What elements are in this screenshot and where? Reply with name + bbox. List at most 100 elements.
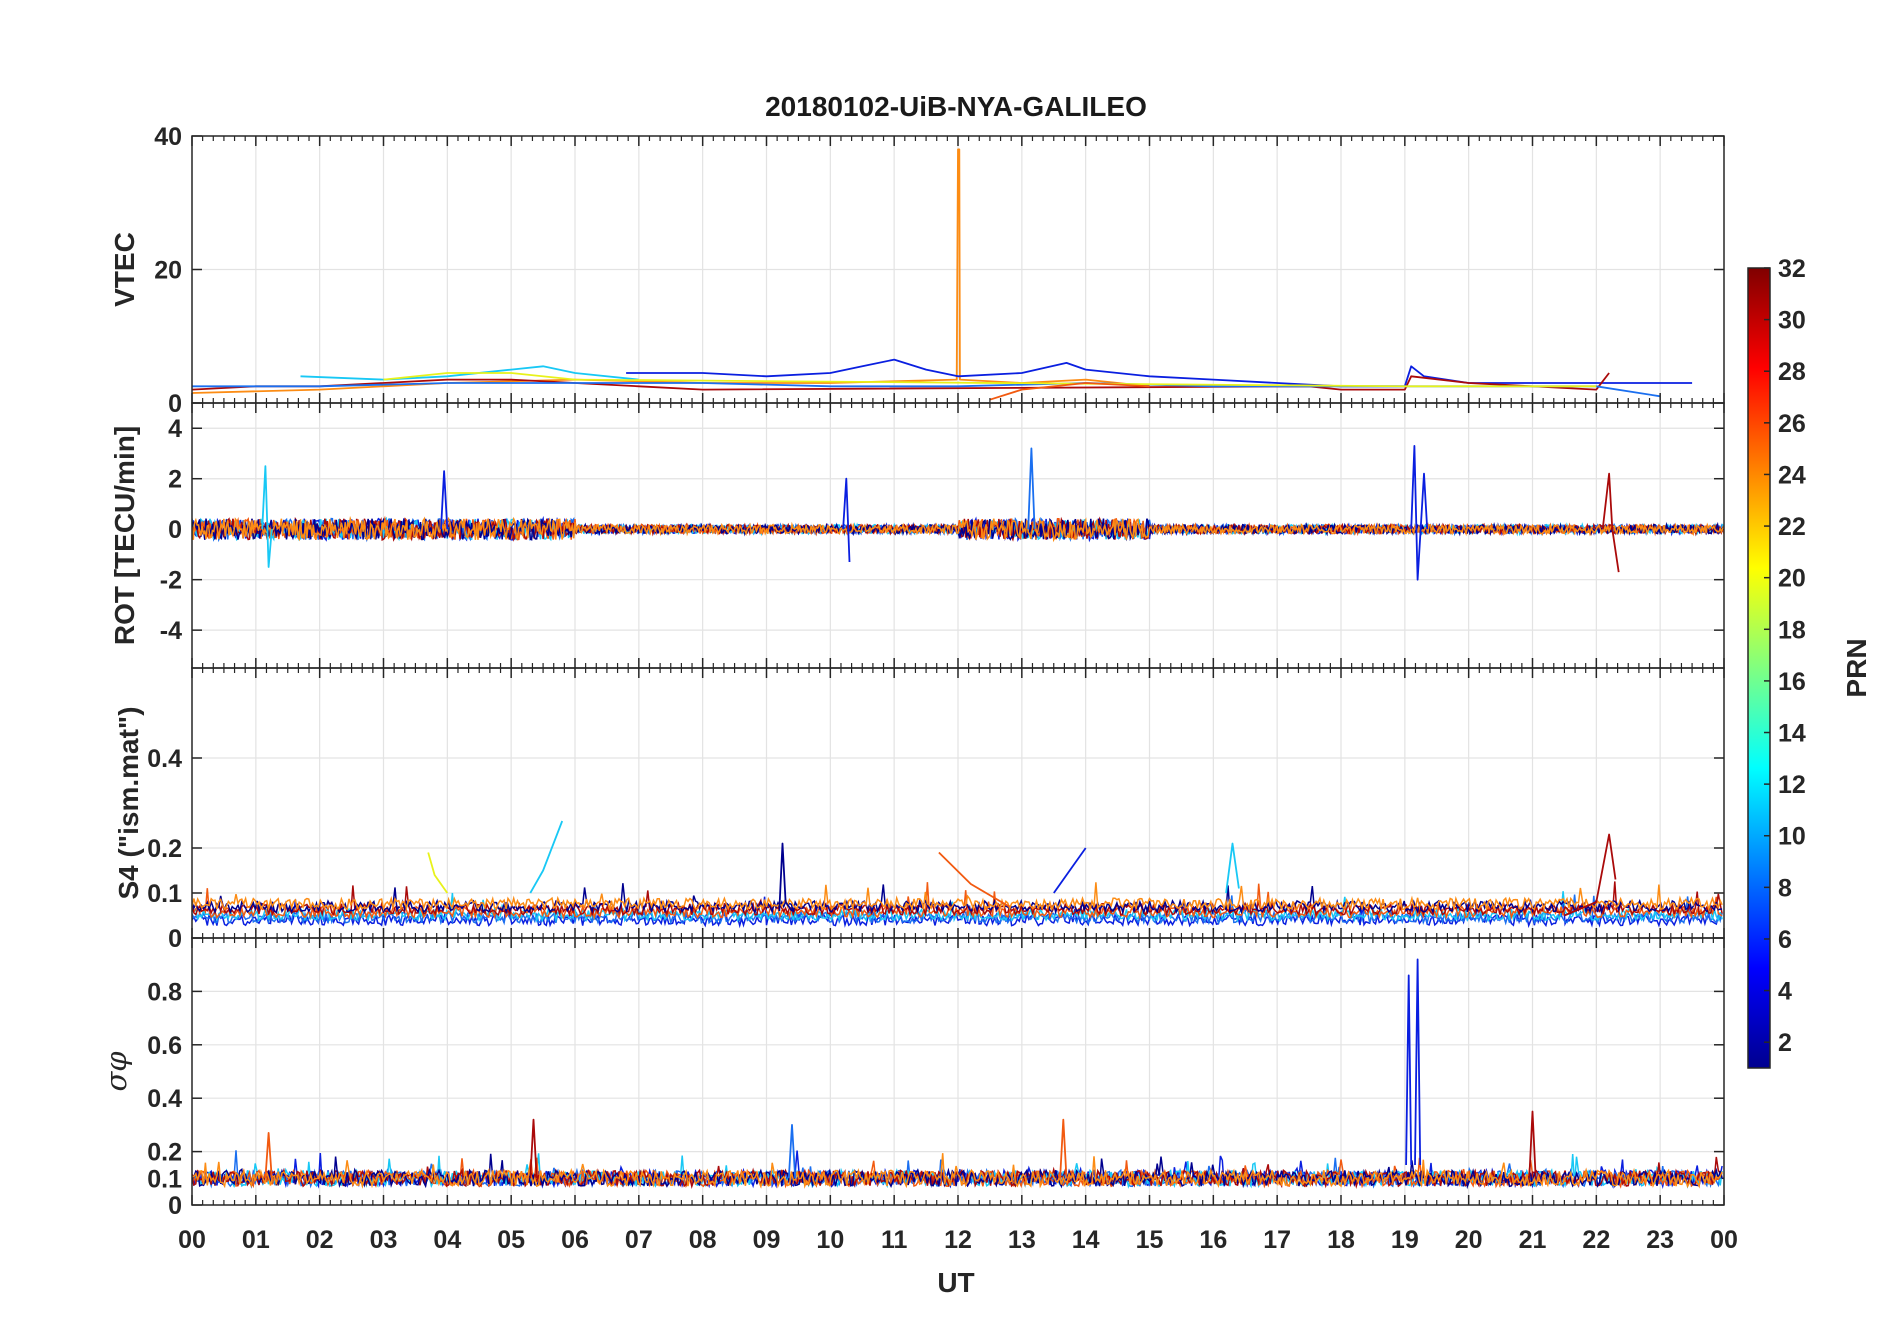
series-line: [1601, 472, 1620, 573]
series-line: [1027, 447, 1036, 530]
colorbar-tick-label: 14: [1778, 720, 1806, 748]
series-line: [264, 1132, 273, 1179]
panel-frame: [191, 937, 1725, 1206]
data-lines: [192, 958, 1723, 1190]
colorbar-tick-label: 8: [1778, 874, 1792, 902]
x-tick-label: 23: [1646, 1226, 1674, 1254]
panel-vtec: 0 20 40 VTEC: [109, 123, 1725, 418]
x-tick-label: 22: [1582, 1226, 1610, 1254]
y-tick-label: -4: [160, 617, 182, 645]
colorbar-tick-label: 2: [1778, 1029, 1792, 1057]
x-tick-label: 06: [561, 1226, 589, 1254]
data-lines: [192, 820, 1723, 929]
x-tick-label: 05: [497, 1226, 525, 1254]
y-tick-label: 0.2: [147, 1139, 182, 1167]
y-axis-label: S4 ("ism.mat"): [113, 706, 144, 899]
x-tick-label: 13: [1008, 1226, 1036, 1254]
series-line: [529, 1118, 538, 1179]
colorbar-tick-label: 10: [1778, 823, 1806, 851]
colorbar-tick-label: 20: [1778, 565, 1806, 593]
series-line: [1053, 847, 1087, 894]
y-tick-label: 20: [154, 257, 182, 285]
y-tick-label: 0.4: [147, 745, 182, 773]
x-tick-label: 07: [625, 1226, 653, 1254]
x-tick-label: 16: [1199, 1226, 1227, 1254]
data-lines: [192, 445, 1724, 581]
series-line: [1528, 1110, 1537, 1179]
colorbar-label: PRN: [1841, 638, 1872, 697]
series-line: [989, 382, 1150, 401]
colorbar-tick-label: 18: [1778, 616, 1806, 644]
x-tick-label: 02: [306, 1226, 334, 1254]
x-tick-label: 14: [1072, 1226, 1100, 1254]
x-tick-label: 00: [178, 1226, 206, 1254]
panel-rot: -4 -2 0 2 4 ROT [TECU/min]: [109, 402, 1725, 669]
panel-sigma-phi: 00.10.2 0.4 0.6 0.8 σφ: [99, 937, 1725, 1220]
x-tick-labels: 00 01 02 03 04 05 06 07 08 09 10 11 12 13 14 15 16 17 18 19…: [178, 1226, 1738, 1254]
y-axis-label: VTEC: [109, 232, 140, 307]
x-tick-label: 20: [1455, 1226, 1483, 1254]
x-tick-label: 17: [1263, 1226, 1291, 1254]
series-line: [626, 358, 1693, 388]
series-line: [1405, 974, 1413, 1166]
series-line: [1059, 1118, 1068, 1179]
series-line: [383, 372, 1597, 388]
y-tick-label: 0.2: [147, 835, 182, 863]
y-tick-label: 0: [168, 516, 182, 544]
y-tick-label: 0: [168, 925, 182, 953]
series-line: [1564, 833, 1617, 917]
x-tick-label: 08: [689, 1226, 717, 1254]
y-tick-label: 4: [168, 415, 182, 443]
x-tick-label: 18: [1327, 1226, 1355, 1254]
series-line: [778, 842, 793, 912]
x-tick-label: 11: [881, 1226, 908, 1254]
colorbar-scale: [1747, 267, 1771, 1069]
colorbar-tick-label: 28: [1778, 358, 1806, 386]
y-tick-label: 2: [168, 466, 182, 494]
series-line: [192, 148, 1150, 394]
y-tick-label: 0.8: [147, 978, 182, 1006]
y-axis-label: σφ: [99, 1051, 133, 1092]
s4-trace: [192, 882, 1723, 913]
y-tick-label: 0.1: [147, 1165, 182, 1193]
series-line: [1414, 958, 1422, 1166]
colorbar-tick-label: 4: [1778, 978, 1792, 1006]
colorbar-tick-label: 16: [1778, 668, 1806, 696]
series-line: [529, 820, 564, 894]
y-tick-label: 0: [168, 390, 182, 418]
series-line: [787, 1124, 797, 1179]
y-tick-label: 0.6: [147, 1032, 182, 1060]
x-tick-label: 04: [433, 1226, 461, 1254]
x-tick-label: 00: [1710, 1226, 1738, 1254]
series-line: [261, 465, 273, 568]
colorbar-tick-label: 24: [1778, 461, 1806, 489]
series-line: [1225, 842, 1240, 894]
series-line: [842, 477, 851, 563]
colorbar-tick-label: 6: [1778, 926, 1792, 954]
x-tick-label: 09: [753, 1226, 781, 1254]
y-tick-label: 0: [168, 1192, 182, 1220]
data-lines: [192, 148, 1693, 401]
panel-s4: 0 0.1 0.2 0.4S4 ("ism.mat"): [113, 667, 1725, 953]
x-tick-label: 12: [944, 1226, 972, 1254]
colorbar-tick-label: 12: [1778, 771, 1806, 799]
chart-title: 20180102-UiB-NYA-GALILEO: [765, 91, 1147, 122]
series-line: [427, 852, 449, 894]
x-tick-label: 01: [242, 1226, 270, 1254]
colorbar-tick-label: 26: [1778, 410, 1806, 438]
series-line: [440, 470, 449, 530]
x-tick-label: 21: [1519, 1226, 1547, 1254]
x-tick-label: 19: [1391, 1226, 1419, 1254]
colorbar-tick-label: 30: [1778, 307, 1806, 335]
y-axis-label: ROT [TECU/min]: [109, 426, 140, 645]
y-tick-label: 0.1: [147, 880, 182, 908]
sigma-phi-trace: [192, 1153, 1723, 1189]
x-tick-label: 03: [370, 1226, 398, 1254]
series-line: [938, 851, 1010, 908]
y-tick-label: -2: [160, 567, 182, 595]
colorbar-tick-label: 22: [1778, 513, 1806, 541]
